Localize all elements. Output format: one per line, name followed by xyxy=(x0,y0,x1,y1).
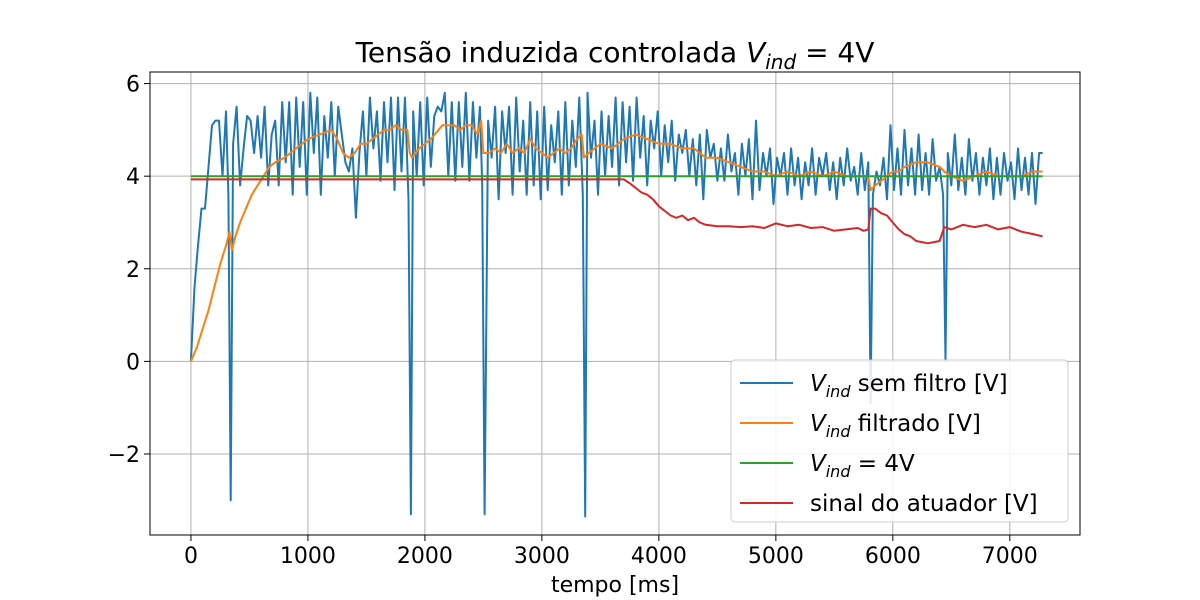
axis-ticks: 0 1000 2000 3000 4000 5000 6000 7000 −2 0 2 4 6 xyxy=(108,73,1038,569)
legend-label-2: Vind filtrado [V] xyxy=(810,411,981,441)
series-line-4 xyxy=(190,178,1043,245)
y-tick-label: 4 xyxy=(126,165,140,190)
legend-label-1: Vind sem filtro [V] xyxy=(810,371,1008,401)
legend: Vind sem filtro [V] Vind filtrado [V] Vind… xyxy=(730,359,1069,523)
legend-label-3: Vind = 4V xyxy=(810,451,915,481)
y-tick-label: 0 xyxy=(126,350,140,375)
chart-title-subscript: ind xyxy=(765,50,796,74)
y-tick-label: −2 xyxy=(108,443,140,468)
chart-title: Tensão induzida controlada Vind = 4V xyxy=(355,36,875,74)
x-tick-label: 1000 xyxy=(280,544,336,569)
plot-frame xyxy=(149,71,1081,536)
legend-label-4: sinal do atuador [V] xyxy=(810,491,1038,517)
x-tick-label: 7000 xyxy=(982,544,1038,569)
x-axis-label: tempo [ms] xyxy=(551,573,679,598)
x-tick-label: 3000 xyxy=(514,544,570,569)
series-line-2 xyxy=(189,119,1043,362)
plot-series xyxy=(189,91,1043,518)
y-tick-label: 2 xyxy=(126,258,140,283)
legend-box xyxy=(730,359,1069,523)
x-tick-label: 5000 xyxy=(748,544,804,569)
chart-title-suffix: = 4V xyxy=(796,36,874,69)
x-tick-label: 4000 xyxy=(631,544,687,569)
chart-title-prefix: Tensão induzida controlada xyxy=(355,36,747,69)
y-tick-label: 6 xyxy=(126,73,140,98)
x-tick-label: 0 xyxy=(184,544,198,569)
chart-title-variable: V xyxy=(746,36,767,69)
series-line-1 xyxy=(189,91,1043,518)
x-tick-label: 6000 xyxy=(865,544,921,569)
x-tick-label: 2000 xyxy=(397,544,453,569)
